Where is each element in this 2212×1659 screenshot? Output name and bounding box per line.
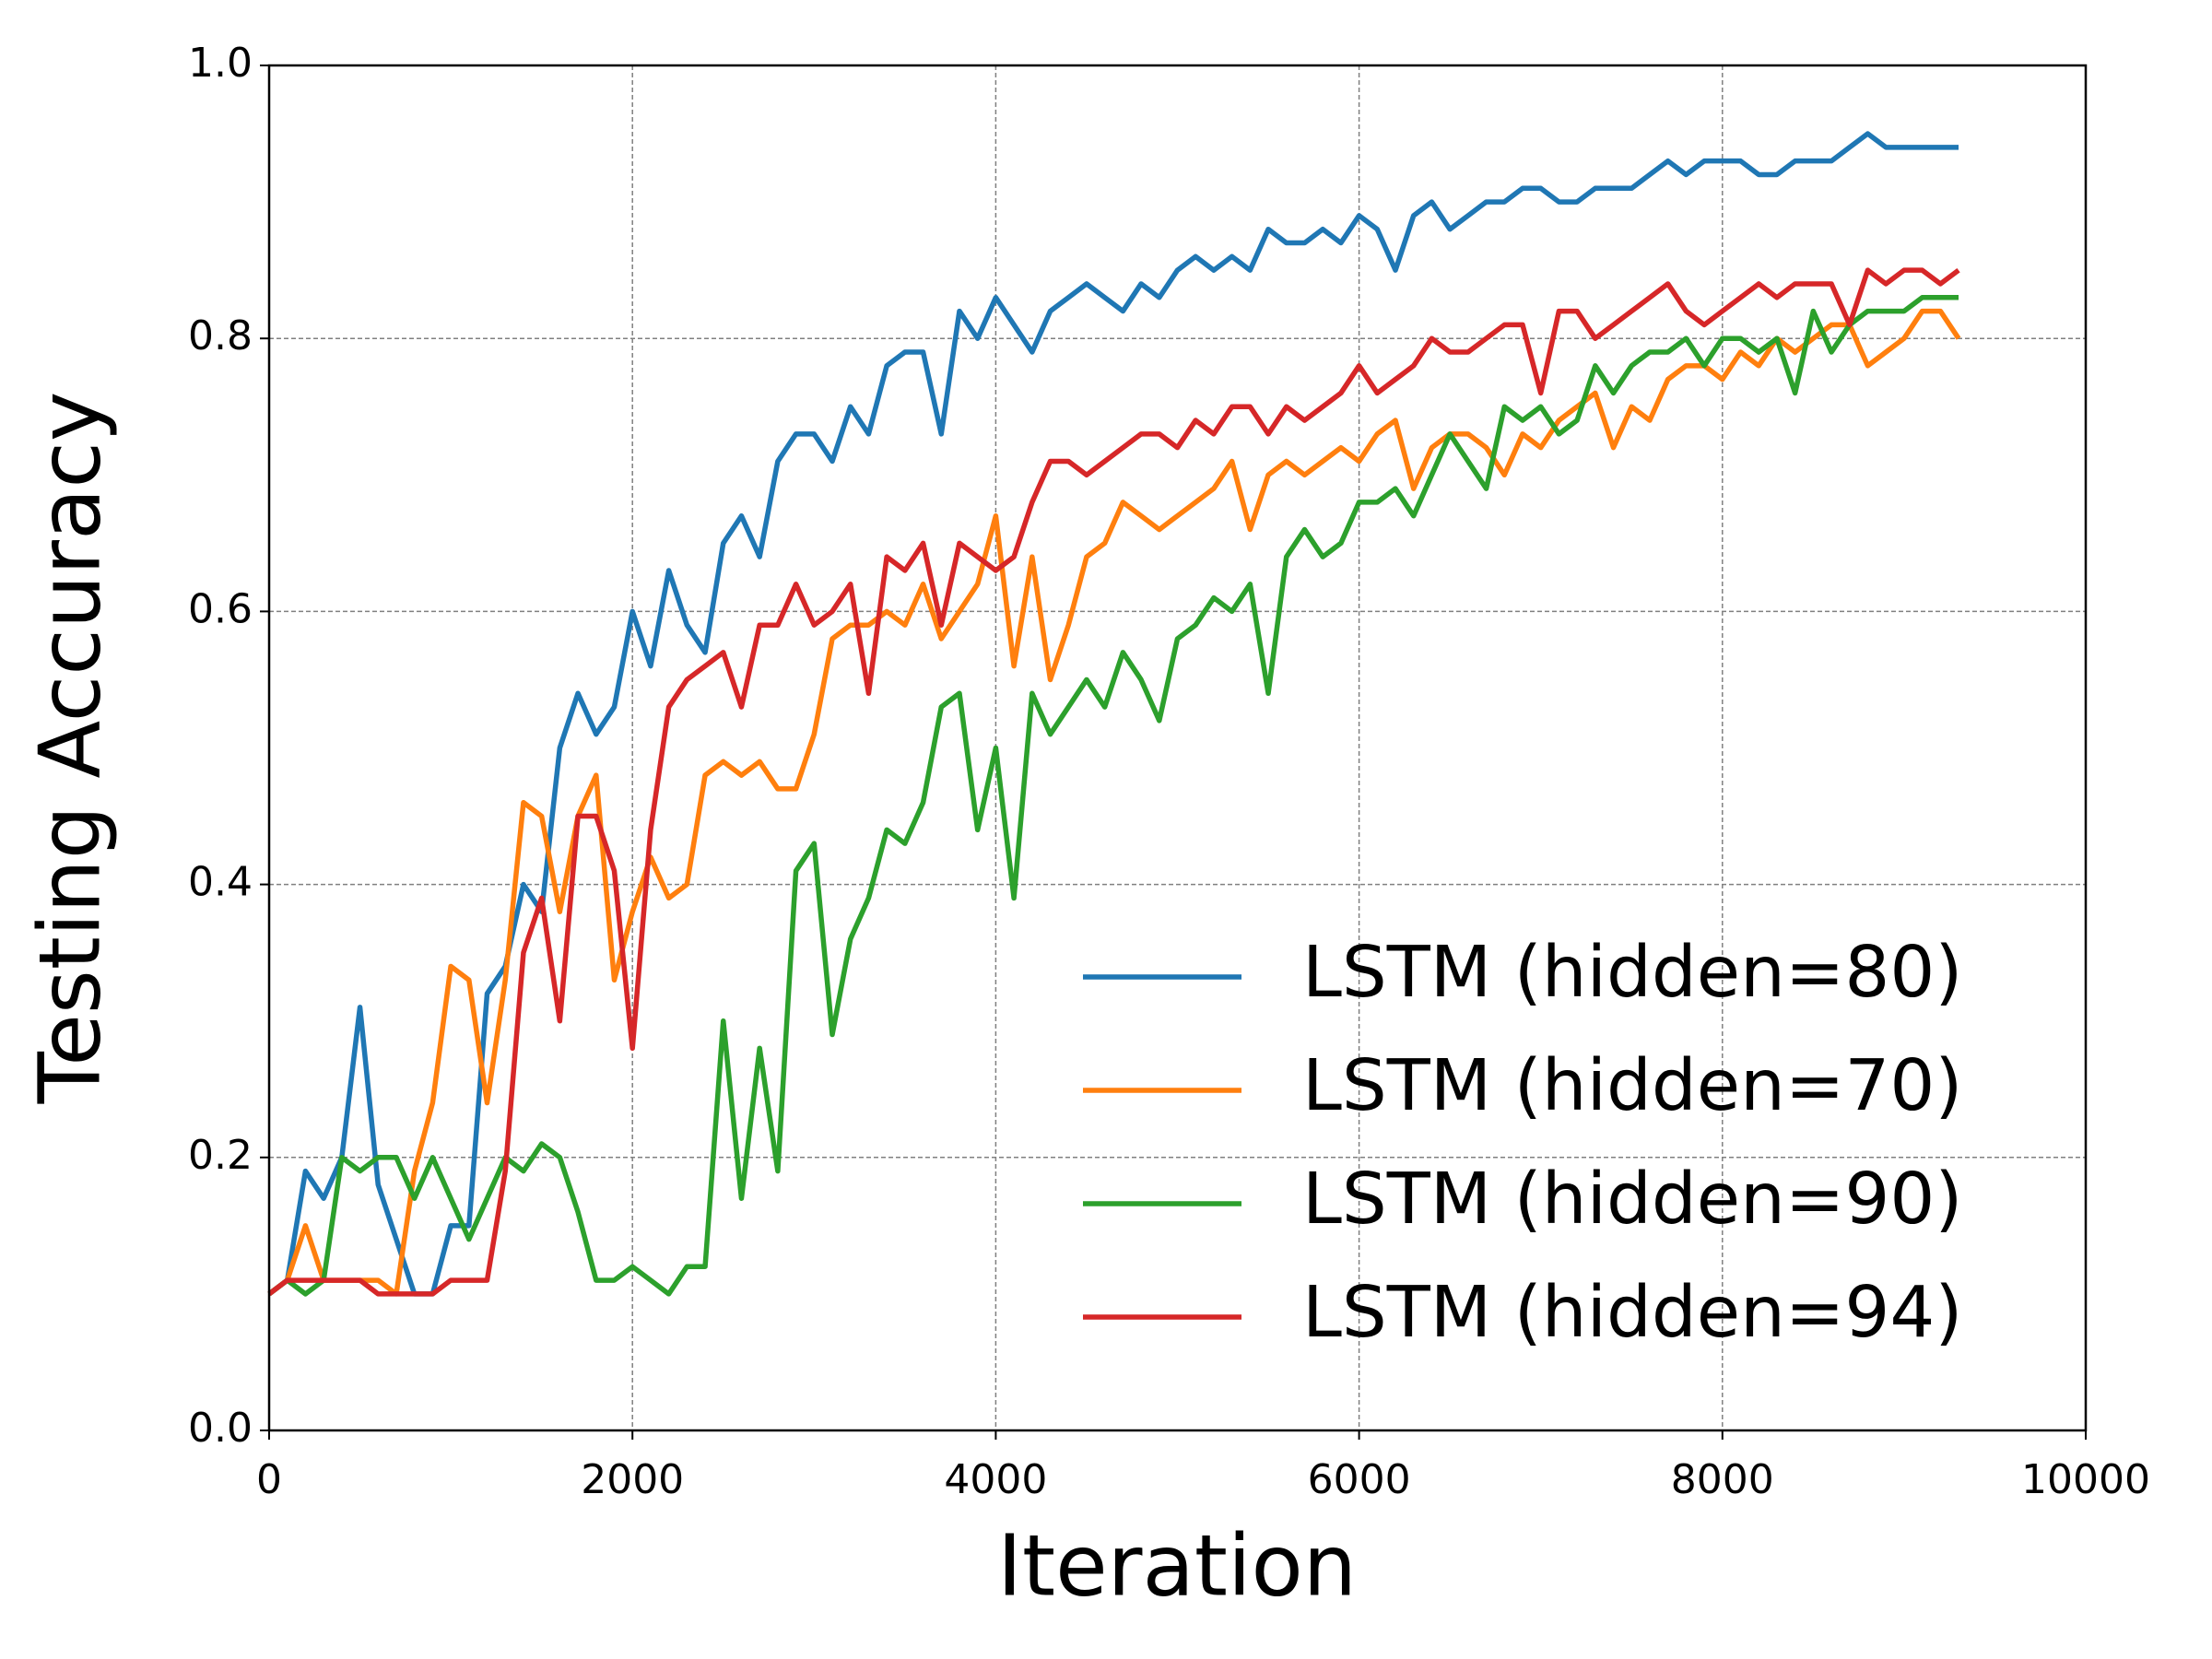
data-line bbox=[267, 295, 1959, 1297]
y-tick-label: 0.2 bbox=[188, 1132, 253, 1179]
x-tick-label: 10000 bbox=[2021, 1456, 2150, 1503]
y-tick-label: 0.6 bbox=[188, 585, 253, 632]
y-tick-label: 1.0 bbox=[188, 40, 253, 87]
legend-label: LSTM (hidden=80) bbox=[1302, 932, 1962, 1014]
x-tick-label: 4000 bbox=[944, 1456, 1047, 1503]
y-tick-label: 0.4 bbox=[188, 859, 253, 906]
legend-label: LSTM (hidden=90) bbox=[1302, 1159, 1962, 1241]
data-line bbox=[267, 308, 1961, 1297]
x-tick-label: 8000 bbox=[1671, 1456, 1774, 1503]
plot-frame bbox=[267, 64, 2088, 1432]
data-line bbox=[267, 267, 1960, 1297]
data-line bbox=[267, 131, 1959, 1297]
y-tick-label: 0.0 bbox=[188, 1405, 253, 1452]
x-tick-label: 6000 bbox=[1308, 1456, 1411, 1503]
y-axis-label: Testing Accuracy bbox=[20, 392, 119, 1105]
legend-label: LSTM (hidden=70) bbox=[1302, 1045, 1962, 1127]
legend-label: LSTM (hidden=94) bbox=[1302, 1272, 1962, 1354]
x-axis-label: Iteration bbox=[997, 1516, 1357, 1615]
y-tick-label: 0.8 bbox=[188, 312, 253, 359]
x-tick-label: 2000 bbox=[581, 1456, 684, 1503]
x-tick-label: 0 bbox=[256, 1456, 282, 1503]
